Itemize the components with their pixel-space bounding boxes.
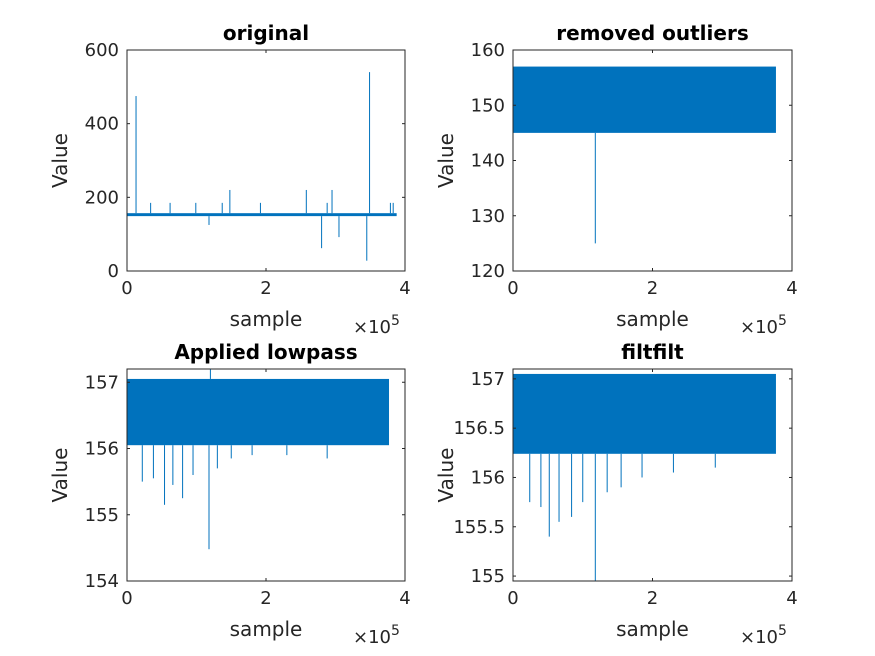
x-tick-label: 2 — [260, 278, 271, 299]
x-axis-label: sample — [616, 307, 689, 331]
x-tick-label: 4 — [399, 278, 410, 299]
x-tick-label: 0 — [507, 588, 518, 609]
x-exponent-label: ×105 — [353, 623, 400, 648]
subplot-title: removed outliers — [556, 21, 748, 45]
x-exponent-label: ×105 — [740, 623, 787, 648]
signal-band — [127, 378, 390, 446]
x-exponent-base: ×10 — [740, 317, 778, 338]
x-axis-label: sample — [230, 307, 303, 331]
y-tick-label: 150 — [471, 95, 505, 116]
subplot-title: filtfilt — [621, 340, 684, 364]
y-tick-label: 155 — [85, 505, 119, 526]
y-tick-label: 600 — [85, 40, 119, 61]
x-exponent-label: ×105 — [353, 313, 400, 338]
x-exponent-power: 5 — [391, 313, 400, 329]
x-exponent-power: 5 — [778, 623, 787, 639]
x-tick-label: 0 — [121, 278, 132, 299]
signal-band — [513, 66, 776, 133]
y-tick-label: 155.5 — [453, 517, 505, 538]
subplot-1: 0 2 4 0 200 400 600 original sample Value ×105 — [48, 21, 411, 338]
x-tick-label: 0 — [507, 278, 518, 299]
y-tick-label: 140 — [471, 151, 505, 172]
y-tick-label: 200 — [85, 187, 119, 208]
y-tick-label: 160 — [471, 40, 505, 61]
x-tick-label: 4 — [786, 278, 797, 299]
subplot-title: original — [223, 21, 309, 45]
data-layer — [513, 373, 776, 581]
x-exponent-base: ×10 — [353, 317, 391, 338]
y-axis-label: Value — [434, 448, 458, 503]
x-tick-label: 2 — [260, 588, 271, 609]
y-tick-label: 156 — [85, 439, 119, 460]
signal-band — [127, 213, 397, 217]
y-tick-label: 120 — [471, 261, 505, 282]
subplot-4: 0 2 4 155 155.5 156 156.5 157 filtfilt sample Valu… — [434, 340, 798, 648]
y-tick-label: 156.5 — [453, 418, 505, 439]
y-tick-label: 130 — [471, 206, 505, 227]
signal-band — [513, 373, 776, 454]
x-tick-label: 2 — [647, 588, 658, 609]
x-exponent-power: 5 — [778, 313, 787, 329]
y-tick-label: 156 — [471, 467, 505, 488]
subplot-title: Applied lowpass — [174, 340, 357, 364]
data-layer — [127, 72, 397, 261]
x-tick-label: 4 — [786, 588, 797, 609]
x-exponent-base: ×10 — [740, 627, 778, 648]
y-tick-label: 155 — [471, 566, 505, 587]
axes-box — [126, 49, 406, 272]
x-tick-label: 2 — [647, 278, 658, 299]
x-exponent-power: 5 — [391, 623, 400, 639]
y-tick-label: 154 — [85, 571, 119, 592]
x-tick-label: 4 — [399, 588, 410, 609]
subplot-2: 0 2 4 120 130 140 150 160 removed outliers sample… — [434, 21, 798, 338]
x-exponent-label: ×105 — [740, 313, 787, 338]
y-axis-label: Value — [48, 133, 72, 188]
y-axis-label: Value — [434, 133, 458, 188]
y-axis-label: Value — [48, 448, 72, 503]
data-layer — [127, 369, 390, 550]
subplot-3: 0 2 4 154 155 156 157 Applied lowpass sample Valu… — [48, 340, 411, 648]
x-tick-label: 0 — [121, 588, 132, 609]
y-tick-label: 0 — [108, 261, 119, 282]
y-tick-label: 157 — [471, 369, 505, 390]
x-exponent-base: ×10 — [353, 627, 391, 648]
y-tick-label: 157 — [85, 372, 119, 393]
data-layer — [513, 66, 776, 244]
x-axis-label: sample — [616, 617, 689, 641]
y-tick-label: 400 — [85, 114, 119, 135]
x-axis-label: sample — [230, 617, 303, 641]
